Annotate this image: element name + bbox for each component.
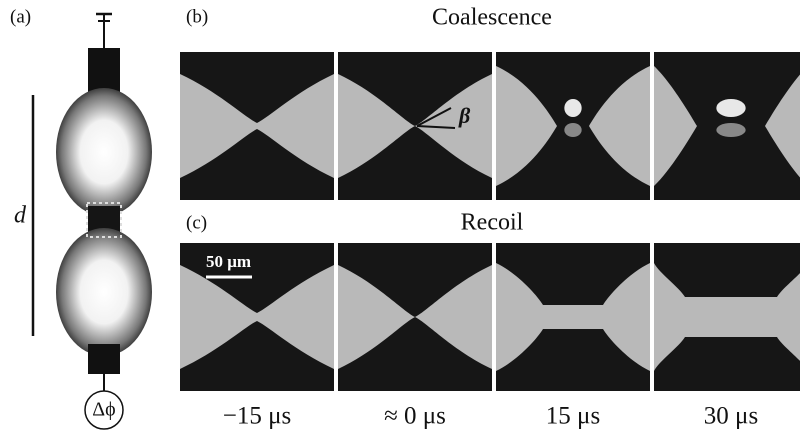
droplet bbox=[180, 52, 334, 123]
apparatus bbox=[31, 12, 152, 430]
scale-bar-label: 50 μm bbox=[206, 252, 251, 271]
panel-label: (b) bbox=[186, 6, 208, 27]
image-frame bbox=[496, 243, 650, 391]
distance-label: d bbox=[14, 203, 27, 229]
time-label: 15 μs bbox=[546, 403, 600, 430]
image-frame: 50 μm bbox=[180, 243, 334, 391]
droplet bbox=[338, 243, 492, 317]
time-label: 30 μs bbox=[704, 403, 758, 430]
droplet bbox=[654, 243, 800, 297]
image-frame bbox=[654, 243, 800, 391]
angle-label: β bbox=[458, 103, 471, 128]
droplet bbox=[654, 337, 800, 391]
panel-label: (c) bbox=[186, 212, 207, 233]
time-label: ≈ 0 μs bbox=[384, 403, 446, 430]
angle-mark bbox=[416, 107, 456, 129]
panel-title: Recoil bbox=[461, 210, 524, 236]
droplet bbox=[338, 52, 492, 126]
droplet bbox=[180, 243, 334, 313]
droplet bbox=[496, 243, 650, 305]
image-frame: β bbox=[338, 52, 492, 200]
droplet bbox=[180, 321, 334, 391]
time-label: −15 μs bbox=[223, 403, 291, 430]
panel-title: Coalescence bbox=[432, 5, 552, 31]
droplet bbox=[180, 129, 334, 200]
image-frame bbox=[654, 52, 800, 200]
droplet bbox=[338, 317, 492, 391]
bubble bbox=[564, 123, 582, 137]
image-frame bbox=[180, 52, 334, 200]
droplet bbox=[496, 329, 650, 391]
panel-label: (a) bbox=[10, 6, 31, 27]
bubble bbox=[716, 99, 746, 117]
bubble bbox=[564, 99, 582, 117]
frames: β 50 μm bbox=[180, 52, 800, 391]
image-frame bbox=[338, 243, 492, 391]
bubble bbox=[716, 123, 746, 137]
droplet bbox=[338, 126, 492, 200]
time-labels: −15 μs ≈ 0 μs 15 μs 30 μs bbox=[223, 403, 758, 430]
image-frame bbox=[496, 52, 650, 200]
potential-label: Δϕ bbox=[92, 399, 115, 421]
